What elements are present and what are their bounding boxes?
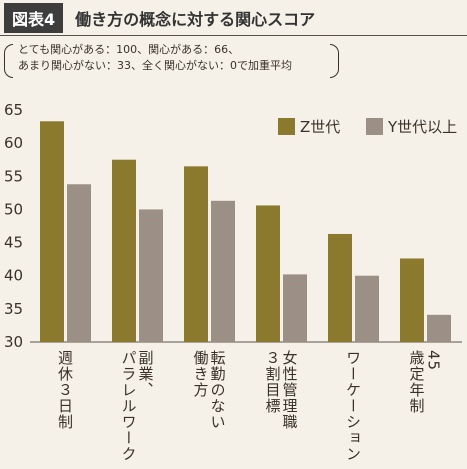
y-tick-label: 60 — [4, 134, 23, 152]
bar-y-generation — [427, 314, 451, 342]
x-category-label: ３割目標 — [264, 350, 282, 414]
bar-y-generation — [283, 274, 307, 342]
x-category-label: パラレルワーク — [120, 350, 138, 462]
weighting-note: とても関心がある：100、関心がある：66、 あまり関心がない：33、全く関心が… — [8, 42, 358, 74]
note-line-1: とても関心がある：100、関心がある：66、 — [18, 43, 240, 56]
bar-z-generation — [112, 159, 136, 342]
y-tick-label: 55 — [4, 167, 23, 185]
y-tick-label: 35 — [4, 300, 23, 318]
figure-label: 図表4 — [4, 3, 64, 33]
y-tick-label: 65 — [4, 101, 23, 119]
x-category-label: ワーケーション — [344, 350, 362, 462]
bar-y-generation — [139, 209, 163, 342]
bar-y-generation — [67, 184, 91, 342]
y-tick-label: 40 — [4, 267, 23, 285]
x-category-label: 副業、 — [137, 350, 155, 398]
bar-z-generation — [256, 205, 280, 342]
y-tick-label: 50 — [4, 200, 23, 218]
bar-z-generation — [400, 258, 424, 342]
bar-y-generation — [211, 200, 235, 342]
x-category-label: 女性管理職 — [281, 349, 299, 430]
legend-label-y: Y世代以上 — [387, 118, 457, 136]
bar-y-generation — [355, 275, 379, 342]
bar-z-generation — [184, 166, 208, 342]
bar-z-generation — [328, 233, 352, 342]
y-tick-label: 30 — [4, 333, 23, 351]
legend-swatch-y — [366, 118, 383, 135]
x-category-label: 45 — [425, 350, 443, 371]
y-tick-label: 45 — [4, 234, 23, 252]
legend-label-z: Z世代 — [300, 118, 340, 136]
figure-header: 図表4 働き方の概念に対する関心スコア — [0, 0, 467, 36]
bar-z-generation — [40, 121, 64, 342]
x-category-label: 転勤のない — [209, 350, 227, 430]
note-line-2: あまり関心がない：33、全く関心がない：0で加重平均 — [18, 59, 292, 72]
x-category-label: 週休３日制 — [56, 350, 74, 430]
header-divider — [0, 35, 467, 36]
chart-title: 働き方の概念に対する関心スコア — [75, 10, 316, 29]
x-category-label: 歳定年制 — [408, 350, 426, 414]
x-category-label: 働き方 — [192, 350, 210, 398]
legend-swatch-z — [278, 118, 295, 135]
